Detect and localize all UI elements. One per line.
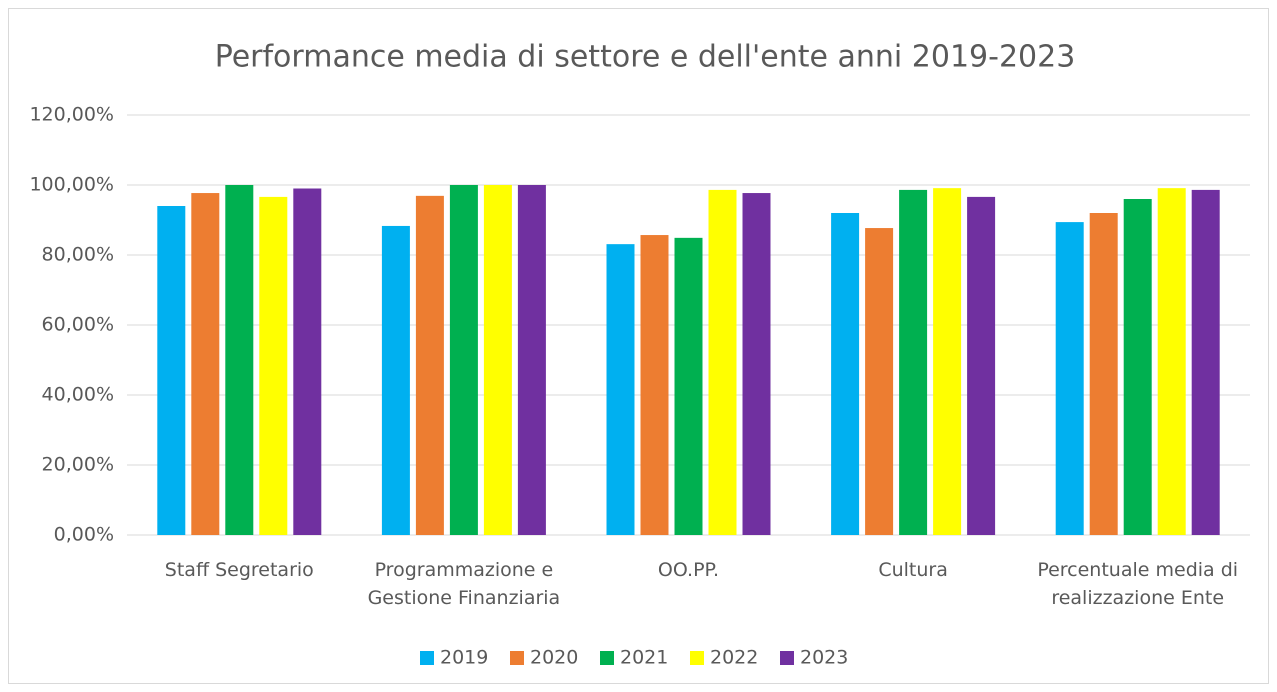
legend-swatch: [510, 651, 524, 665]
legend-swatch: [690, 651, 704, 665]
bar: [742, 193, 771, 536]
x-tick-label: Programmazione e Gestione Finanziaria: [367, 559, 561, 609]
y-tick-label: 120,00%: [29, 104, 114, 126]
bar: [1123, 199, 1152, 535]
legend-label: 2021: [620, 647, 668, 669]
bar: [415, 195, 444, 535]
bar: [1055, 222, 1084, 535]
legend-label: 2022: [710, 647, 758, 669]
legend-swatch: [420, 651, 434, 665]
y-tick-label: 40,00%: [42, 384, 114, 406]
bar: [606, 244, 635, 535]
y-tick-label: 20,00%: [42, 454, 114, 476]
legend-label: 2019: [440, 647, 488, 669]
bar: [1191, 189, 1220, 535]
bar: [191, 193, 220, 536]
bar: [640, 235, 669, 536]
bar: [483, 185, 512, 535]
y-tick-label: 100,00%: [29, 174, 114, 196]
bar: [259, 196, 288, 535]
bar: [1089, 213, 1118, 535]
bar: [708, 189, 737, 535]
chart-title: Performance media di settore e dell'ente…: [215, 40, 1076, 75]
x-tick-label: OO.PP.: [657, 559, 720, 581]
legend-label: 2020: [530, 647, 578, 669]
bar: [293, 188, 322, 535]
y-tick-label: 80,00%: [42, 244, 114, 266]
legend-swatch: [600, 651, 614, 665]
x-tick-label: Percentuale media di realizzazione Ente: [1037, 559, 1239, 609]
bar: [517, 185, 546, 535]
y-tick-label: 0,00%: [54, 524, 114, 546]
bar: [967, 196, 996, 535]
bar: [933, 188, 962, 535]
bar: [381, 225, 410, 535]
legend-label: 2023: [800, 647, 848, 669]
bar: [1157, 188, 1186, 535]
bar: [899, 189, 928, 535]
bar: [449, 185, 478, 535]
legend-swatch: [780, 651, 794, 665]
bar: [674, 237, 703, 535]
y-tick-label: 60,00%: [42, 314, 114, 336]
x-tick-label: Cultura: [878, 559, 948, 581]
x-tick-label: Staff Segretario: [164, 559, 314, 581]
bar: [831, 213, 860, 535]
bar: [157, 206, 186, 535]
bar: [865, 228, 894, 536]
bar: [225, 185, 254, 535]
